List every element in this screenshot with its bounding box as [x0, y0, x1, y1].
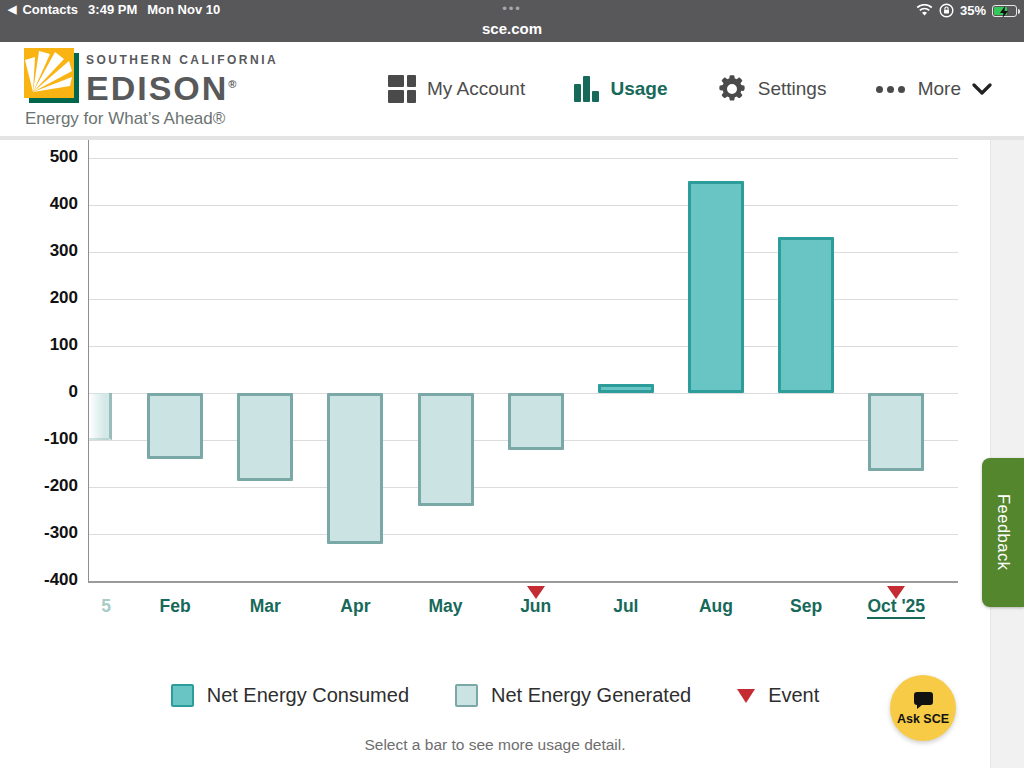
- nav-settings[interactable]: Settings: [717, 74, 827, 104]
- gridline: [88, 487, 958, 488]
- y-tick-label: 0: [18, 382, 78, 402]
- x-tick-Mar[interactable]: Mar: [220, 596, 310, 617]
- sce-tagline: Energy for What’s Ahead®: [25, 109, 225, 129]
- bar-Oct '25[interactable]: [868, 393, 924, 471]
- dashboard-icon: [388, 75, 416, 103]
- gridline: [88, 205, 958, 206]
- bar-Apr[interactable]: [327, 393, 383, 544]
- y-tick-label: -300: [18, 523, 78, 543]
- nav-my-account[interactable]: My Account: [388, 75, 525, 103]
- legend-generated: Net Energy Generated: [455, 684, 691, 707]
- chevron-down-icon: [972, 83, 992, 95]
- bar-chart-icon: [574, 76, 599, 102]
- bar-Jun[interactable]: [508, 393, 564, 450]
- site-header: SOUTHERN CALIFORNIA EDISON® Energy for W…: [0, 42, 1024, 140]
- bar-partial-Jan '25[interactable]: [89, 393, 112, 440]
- y-tick-label: -200: [18, 476, 78, 496]
- bar-Feb[interactable]: [147, 393, 203, 459]
- y-tick-label: 500: [18, 147, 78, 167]
- bar-Sep[interactable]: [778, 237, 834, 393]
- url-label[interactable]: sce.com: [0, 20, 1024, 37]
- chart-legend: Net Energy Consumed Net Energy Generated…: [0, 684, 990, 707]
- x-tick-Jul[interactable]: Jul: [581, 596, 671, 617]
- battery-percent: 35%: [960, 3, 986, 18]
- x-axis-line: [88, 581, 958, 583]
- y-tick-label: 200: [18, 288, 78, 308]
- status-bar: ◀ Contacts 3:49 PM Mon Nov 10 ••• sce.co…: [0, 0, 1024, 42]
- rotation-lock-icon: [939, 3, 954, 18]
- y-tick-label: 400: [18, 194, 78, 214]
- gear-icon: [717, 74, 747, 104]
- y-axis-line: [88, 140, 89, 581]
- y-tick-label: -100: [18, 429, 78, 449]
- legend-consumed: Net Energy Consumed: [171, 684, 409, 707]
- sce-logo-text[interactable]: SOUTHERN CALIFORNIA EDISON®: [86, 53, 278, 105]
- x-tick-Jun[interactable]: Jun: [491, 596, 581, 617]
- x-tick-Aug[interactable]: Aug: [671, 596, 761, 617]
- chart-hint-text: Select a bar to see more usage detail.: [0, 736, 990, 754]
- x-tick-Sep[interactable]: Sep: [761, 596, 851, 617]
- x-tick-May[interactable]: May: [401, 596, 491, 617]
- page-gutter: [990, 140, 1024, 768]
- consumed-swatch-icon: [171, 684, 194, 707]
- gridline: [88, 534, 958, 535]
- legend-event: Event: [737, 684, 819, 707]
- y-tick-label: -400: [18, 570, 78, 590]
- nav-usage[interactable]: Usage: [574, 76, 667, 102]
- event-triangle-icon: [737, 689, 755, 703]
- tab-overview-icon[interactable]: •••: [0, 5, 1024, 13]
- nav-more[interactable]: More: [876, 78, 992, 100]
- bar-Aug[interactable]: [688, 181, 744, 393]
- event-marker-Oct '25[interactable]: [887, 586, 905, 599]
- x-tick-Feb[interactable]: Feb: [130, 596, 220, 617]
- gridline: [88, 158, 958, 159]
- ask-sce-button[interactable]: Ask SCE: [890, 675, 956, 741]
- x-tick-Oct '25[interactable]: Oct '25: [851, 596, 941, 617]
- battery-icon: [992, 5, 1017, 17]
- event-marker-Jun[interactable]: [527, 586, 545, 599]
- x-tick-Apr[interactable]: Apr: [310, 596, 400, 617]
- wifi-icon: [916, 4, 933, 17]
- bar-May[interactable]: [418, 393, 474, 506]
- usage-bar-chart: Net Energy Consumed Net Energy Generated…: [0, 140, 990, 768]
- feedback-button[interactable]: Feedback: [982, 458, 1024, 607]
- x-tick-partial: 5: [94, 596, 118, 617]
- bar-Jul[interactable]: [598, 384, 654, 393]
- chat-bubble-icon: [913, 691, 934, 710]
- ellipsis-icon: [876, 86, 905, 93]
- bar-Mar[interactable]: [237, 393, 293, 481]
- main-nav: My Account Usage Settings More: [388, 74, 992, 104]
- generated-swatch-icon: [455, 684, 478, 707]
- sce-sun-logo-icon[interactable]: [24, 48, 82, 106]
- y-tick-label: 100: [18, 335, 78, 355]
- y-tick-label: 300: [18, 241, 78, 261]
